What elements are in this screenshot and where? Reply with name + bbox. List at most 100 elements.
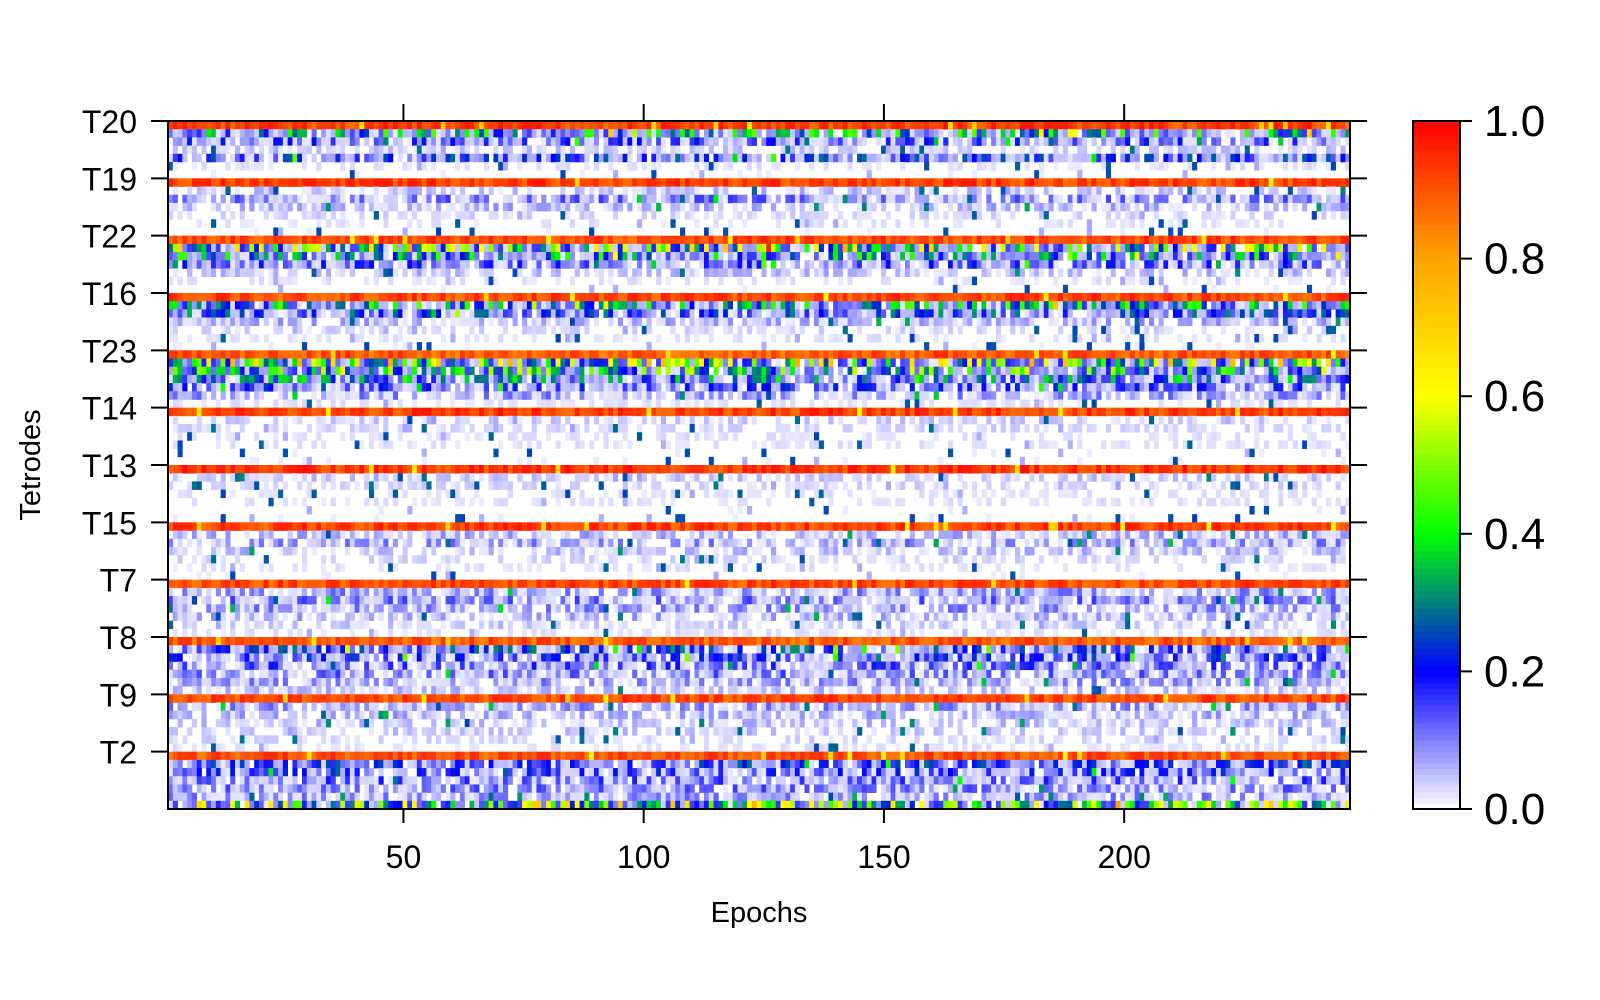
heatmap-cell (244, 235, 250, 245)
heatmap-cell (177, 317, 183, 327)
heatmap-cell (263, 333, 269, 343)
heatmap-cell (1172, 235, 1179, 245)
heatmap-cell (1005, 129, 1011, 138)
heatmap-cell (1211, 161, 1217, 171)
heatmap-cell (1168, 178, 1174, 187)
heatmap-cell (1172, 260, 1179, 269)
heatmap-cell (249, 235, 255, 245)
heatmap-cell (1010, 121, 1016, 130)
heatmap-cell (512, 309, 518, 318)
heatmap-cell (1000, 260, 1006, 269)
heatmap-cell (952, 293, 958, 302)
heatmap-cell (273, 243, 279, 253)
heatmap-cell (450, 186, 456, 196)
heatmap-cell (225, 268, 231, 277)
heatmap-cell (340, 235, 346, 245)
heatmap-cell (1015, 252, 1021, 261)
heatmap-cell (493, 121, 499, 130)
heatmap-cell (857, 293, 863, 302)
heatmap-cell (321, 243, 327, 253)
heatmap-cell (1043, 309, 1049, 318)
heatmap-cell (756, 194, 762, 204)
heatmap-cell (995, 178, 1002, 187)
heatmap-cell (641, 358, 647, 368)
heatmap-cell (268, 178, 274, 187)
heatmap-cell (1082, 145, 1088, 155)
heatmap-cell (1110, 301, 1116, 310)
heatmap-cell (876, 137, 882, 146)
heatmap-cell (1254, 178, 1260, 187)
heatmap-cell (1149, 260, 1155, 269)
heatmap-cell (1163, 243, 1169, 253)
heatmap-cell (1029, 350, 1035, 359)
heatmap-cell (1091, 137, 1097, 146)
heatmap-cell (498, 293, 504, 302)
heatmap-cell (1177, 333, 1183, 343)
heatmap-cell (340, 293, 346, 302)
heatmap-cell (1206, 235, 1212, 245)
heatmap-cell (1058, 293, 1064, 302)
heatmap-cell (1216, 260, 1222, 269)
heatmap-cell (881, 252, 887, 261)
heatmap-cell (971, 194, 978, 204)
heatmap-cell (455, 350, 461, 359)
heatmap-cell (1297, 252, 1303, 261)
heatmap-cell (1278, 153, 1284, 163)
heatmap-cell (550, 309, 556, 318)
heatmap-cell (727, 301, 734, 310)
heatmap-cell (402, 194, 408, 204)
heatmap-cell (201, 358, 207, 368)
heatmap-cell (1335, 350, 1341, 359)
heatmap-cell (598, 252, 604, 261)
heatmap-cell (1196, 252, 1203, 261)
heatmap-cell (718, 243, 724, 253)
heatmap-cell (187, 129, 193, 138)
heatmap-cell (565, 211, 571, 220)
heatmap-cell (440, 284, 446, 294)
heatmap-cell (1273, 252, 1279, 261)
heatmap-cell (598, 153, 604, 163)
heatmap-cell (1010, 350, 1016, 359)
heatmap-cell (861, 260, 868, 269)
heatmap-cell (220, 358, 226, 368)
heatmap-cell (1091, 186, 1097, 196)
heatmap-cell (948, 129, 954, 138)
heatmap-cell (1149, 358, 1155, 368)
heatmap-cell (1024, 194, 1030, 204)
heatmap-cell (823, 301, 829, 310)
heatmap-cell (909, 252, 915, 261)
heatmap-cell (742, 137, 748, 146)
heatmap-cell (1129, 129, 1136, 138)
heatmap-cell (282, 366, 288, 376)
heatmap-cell (861, 358, 868, 368)
heatmap-cell (211, 202, 217, 212)
heatmap-cell (1086, 153, 1092, 163)
heatmap-cell (546, 121, 552, 130)
heatmap-cell (991, 121, 997, 130)
heatmap-cell (1182, 260, 1188, 269)
heatmap-cell (249, 219, 255, 228)
heatmap-cell (1177, 227, 1183, 237)
heatmap-cell (474, 309, 480, 318)
heatmap-cell (450, 325, 456, 335)
heatmap-cell (1043, 301, 1049, 310)
heatmap-cell (909, 211, 915, 220)
heatmap-cell (675, 153, 681, 163)
heatmap-cell (828, 121, 834, 130)
heatmap-cell (742, 301, 748, 310)
heatmap-cell (627, 301, 633, 310)
heatmap-cell (555, 153, 561, 163)
heatmap-cell (522, 325, 528, 335)
heatmap-cell (321, 325, 327, 335)
heatmap-cell (1225, 317, 1231, 327)
heatmap-cell (957, 178, 963, 187)
heatmap-cell (531, 243, 537, 253)
heatmap-cell (823, 211, 829, 220)
heatmap-cell (1024, 317, 1030, 327)
heatmap-cell (426, 178, 432, 187)
heatmap-cell (407, 219, 413, 228)
heatmap-cell (388, 145, 394, 155)
heatmap-cell (196, 153, 202, 163)
heatmap-cell (904, 293, 911, 302)
heatmap-cell (1340, 235, 1346, 245)
